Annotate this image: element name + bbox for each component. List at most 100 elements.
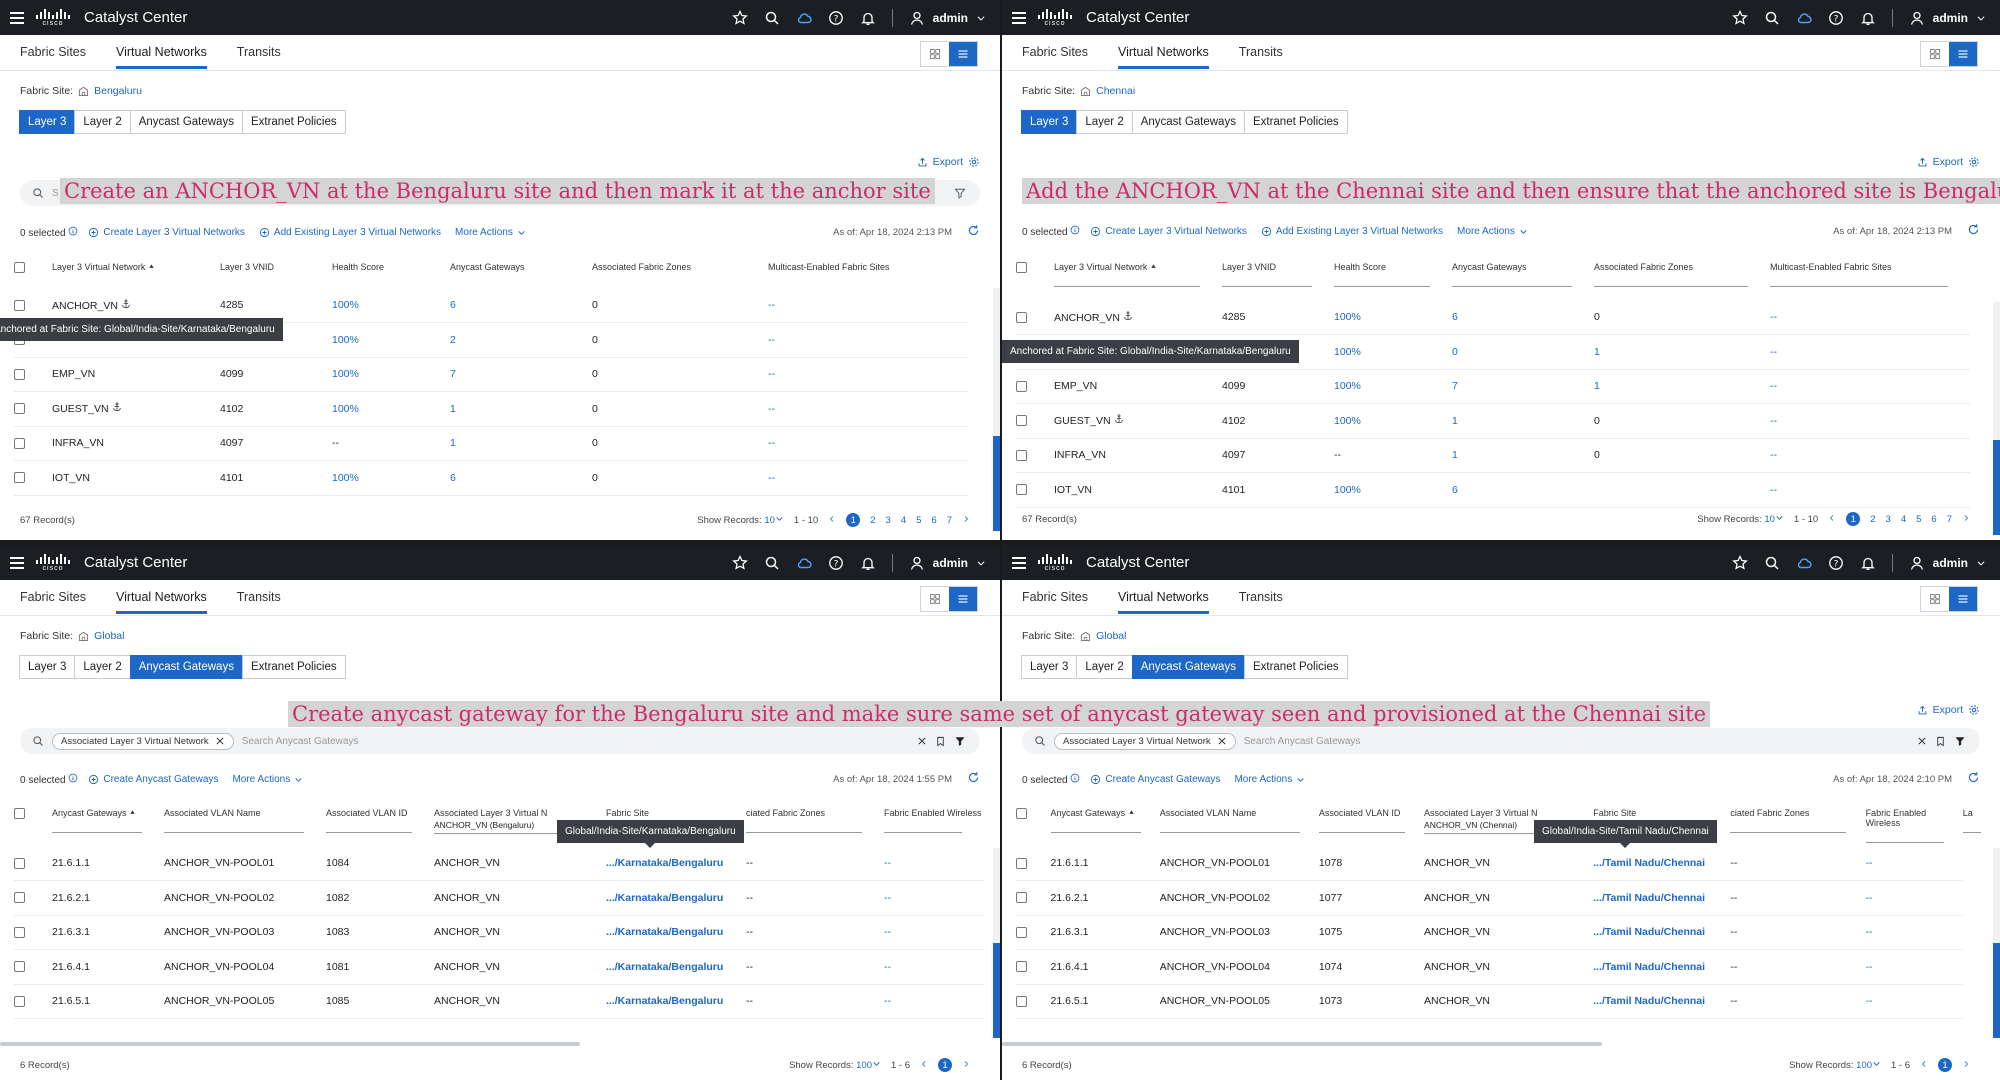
seg-tab-layer-3[interactable]: Layer 3	[1021, 655, 1078, 679]
scrollbar-thumb[interactable]	[1993, 943, 2000, 1038]
fabric-site-link[interactable]: Bengaluru	[94, 85, 142, 97]
cell-value[interactable]: .../Karnataka/Bengaluru	[606, 857, 724, 869]
column-header[interactable]: Associated Fabric Zones	[1594, 252, 1770, 300]
row-checkbox[interactable]	[14, 403, 25, 415]
cell-value[interactable]: --	[884, 995, 891, 1008]
next-page-icon[interactable]	[1962, 1060, 1970, 1071]
grid-view-button[interactable]	[1921, 42, 1949, 66]
tab-fabric-sites[interactable]: Fabric Sites	[1022, 45, 1088, 59]
cell-value[interactable]: .../Karnataka/Bengaluru	[606, 891, 724, 904]
column-header[interactable]: Associated VLAN ID	[326, 798, 434, 846]
select-all-checkbox[interactable]	[1016, 262, 1027, 274]
cell-value[interactable]: 100%	[1334, 483, 1361, 496]
column-filter-input[interactable]	[1054, 286, 1200, 287]
clear-search-icon[interactable]	[917, 736, 927, 746]
list-view-button[interactable]	[1949, 42, 1977, 66]
cell-value[interactable]: 6	[450, 299, 456, 311]
column-header[interactable]: Multicast-Enabled Fabric Sites	[768, 252, 968, 288]
cell-value[interactable]: 7	[1452, 380, 1458, 393]
row-checkbox[interactable]	[14, 892, 25, 904]
seg-tab-layer-2[interactable]: Layer 2	[1076, 655, 1133, 679]
tab-fabric-sites[interactable]: Fabric Sites	[20, 590, 86, 604]
search-bar[interactable]: Associated Layer 3 Virtual Network Search…	[20, 728, 980, 754]
cell-value[interactable]: 1	[450, 437, 456, 450]
column-header[interactable]: Fabric Enabled Wireless	[884, 798, 984, 846]
page-3[interactable]: 3	[885, 514, 891, 526]
cell-value[interactable]: 100%	[1334, 311, 1361, 323]
tab-virtual-networks[interactable]: Virtual Networks	[1118, 590, 1209, 614]
chip-close-icon[interactable]	[215, 736, 225, 746]
cloud-status-icon[interactable]	[796, 10, 812, 26]
menu-icon[interactable]	[1012, 554, 1026, 572]
row-checkbox[interactable]	[1016, 892, 1027, 904]
table-row[interactable]: 21.6.3.1 ANCHOR_VN-POOL03 1075 ANCHOR_VN...…	[1016, 915, 2000, 950]
list-view-button[interactable]	[1949, 587, 1977, 611]
tab-transits[interactable]: Transits	[236, 45, 281, 59]
favorite-star-icon[interactable]	[731, 554, 748, 571]
cell-value[interactable]: .../Karnataka/Bengaluru	[606, 926, 724, 939]
help-icon[interactable]: ?	[1828, 10, 1844, 26]
table-row[interactable]: EMP_VN 4099 100% 7 1 --	[1016, 369, 1970, 404]
menu-icon[interactable]	[1012, 9, 1026, 27]
grid-view-button[interactable]	[921, 42, 949, 66]
column-header[interactable]: Anycast Gateways	[1452, 252, 1594, 300]
next-page-icon[interactable]	[962, 515, 970, 526]
column-filter-input[interactable]	[1730, 832, 1847, 833]
notifications-bell-icon[interactable]	[860, 555, 876, 571]
seg-tab-anycast-gateways[interactable]: Anycast Gateways	[1131, 655, 1245, 679]
cell-value[interactable]: 100%	[1334, 414, 1361, 427]
column-header[interactable]: Anycast Gateways	[450, 252, 592, 288]
table-row[interactable]: ANCHOR_VN 4285 100% 6 0 --	[1016, 300, 1970, 335]
cell-value[interactable]: 1	[1594, 345, 1600, 358]
action-create-layer-3-virtual-networks[interactable]: Create Layer 3 Virtual Networks	[1090, 226, 1247, 237]
user-menu[interactable]: admin	[909, 10, 986, 26]
column-header[interactable]: Associated Layer 3 Virtual N ANCHOR_VN (C…	[1424, 798, 1593, 846]
cell-value[interactable]: --	[1770, 449, 1777, 462]
table-row[interactable]: 21.6.3.1 ANCHOR_VN-POOL03 1083 ANCHOR_VN...…	[14, 915, 984, 950]
tab-transits[interactable]: Transits	[236, 590, 281, 604]
column-header[interactable]: Health Score	[332, 252, 450, 288]
column-header[interactable]: Multicast-Enabled Fabric Sites	[1770, 252, 1970, 300]
cell-value[interactable]: --	[1770, 380, 1777, 393]
table-row[interactable]: 21.6.5.1 ANCHOR_VN-POOL05 1085 ANCHOR_VN...…	[14, 984, 984, 1019]
refresh-icon[interactable]	[1967, 771, 1980, 787]
row-checkbox[interactable]	[1016, 995, 1027, 1007]
column-header[interactable]: ciated Fabric Zones	[746, 798, 884, 846]
help-icon[interactable]: ?	[828, 555, 844, 571]
cell-value[interactable]: .../Tamil Nadu/Chennai	[1593, 891, 1706, 904]
seg-tab-layer-2[interactable]: Layer 2	[74, 110, 131, 134]
vertical-scrollbar[interactable]	[1993, 848, 2000, 1038]
horizontal-scrollbar[interactable]	[0, 1042, 580, 1046]
table-row[interactable]: EMP_VN 4099 100% 7 0 --	[14, 357, 968, 392]
cell-value[interactable]: 100%	[332, 299, 359, 311]
seg-tab-anycast-gateways[interactable]: Anycast Gateways	[1131, 110, 1245, 134]
column-filter-input[interactable]	[1050, 832, 1141, 833]
global-search-icon[interactable]	[1764, 10, 1780, 26]
filter-chip[interactable]: Associated Layer 3 Virtual Network	[1054, 732, 1236, 750]
refresh-icon[interactable]	[1967, 223, 1980, 239]
page-1[interactable]: 1	[938, 1058, 952, 1072]
row-checkbox[interactable]	[14, 368, 25, 380]
cell-value[interactable]: --	[884, 960, 891, 973]
help-icon[interactable]: ?	[828, 10, 844, 26]
notifications-bell-icon[interactable]	[1860, 555, 1876, 571]
column-header[interactable]: Anycast Gateways	[1050, 798, 1160, 846]
refresh-icon[interactable]	[967, 224, 980, 240]
table-row[interactable]: ANCHOR_VN 4285 100% 6 0 --	[14, 288, 968, 323]
column-header[interactable]: Layer 3 Virtual Network	[1054, 252, 1222, 300]
page-4[interactable]: 4	[900, 514, 907, 526]
user-menu[interactable]: admin	[1909, 555, 1986, 571]
column-filter-input[interactable]	[1865, 842, 1944, 843]
action-create-anycast-gateways[interactable]: Create Anycast Gateways	[1090, 774, 1220, 785]
cell-value[interactable]: --	[1770, 311, 1777, 323]
column-header[interactable]: ciated Fabric Zones	[1730, 798, 1865, 846]
cell-value[interactable]: --	[768, 402, 775, 415]
notifications-bell-icon[interactable]	[1860, 10, 1876, 26]
select-all-checkbox[interactable]	[1016, 808, 1027, 820]
sort-ascending-icon[interactable]	[148, 263, 155, 270]
column-header[interactable]: Associated VLAN ID	[1318, 798, 1424, 846]
sort-ascending-icon[interactable]	[1128, 809, 1135, 816]
filter-icon[interactable]	[954, 735, 966, 747]
settings-gear-icon[interactable]	[1968, 704, 1980, 716]
tab-virtual-networks[interactable]: Virtual Networks	[116, 590, 207, 614]
